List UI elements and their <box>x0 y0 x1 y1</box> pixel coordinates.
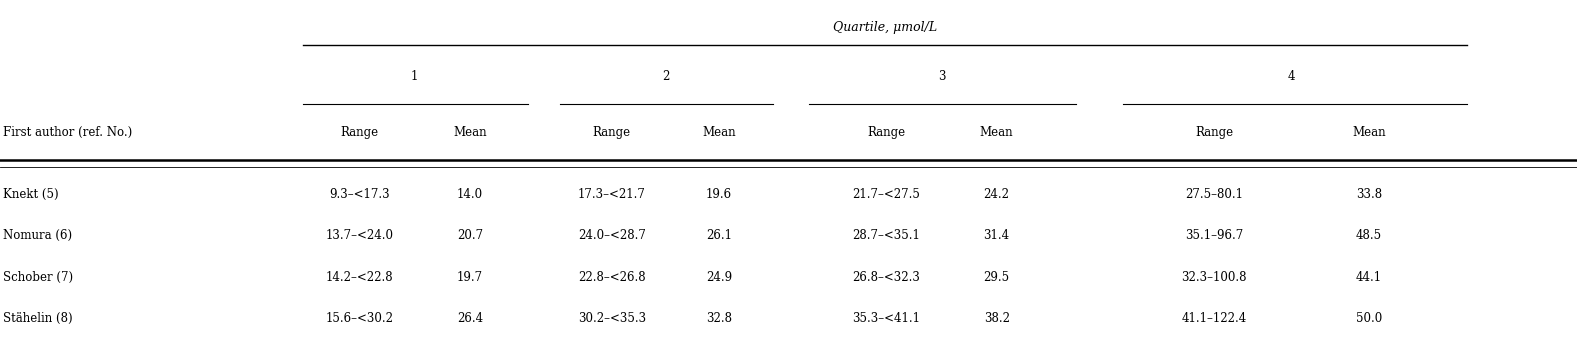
Text: Mean: Mean <box>1351 126 1386 139</box>
Text: 21.7–<27.5: 21.7–<27.5 <box>852 188 921 201</box>
Text: 4: 4 <box>1288 70 1295 83</box>
Text: 28.7–<35.1: 28.7–<35.1 <box>852 229 921 243</box>
Text: Schober (7): Schober (7) <box>3 270 73 284</box>
Text: Mean: Mean <box>453 126 487 139</box>
Text: Mean: Mean <box>979 126 1014 139</box>
Text: 20.7: 20.7 <box>457 229 483 243</box>
Text: Mean: Mean <box>702 126 736 139</box>
Text: Range: Range <box>1195 126 1233 139</box>
Text: 17.3–<21.7: 17.3–<21.7 <box>577 188 647 201</box>
Text: 35.1–96.7: 35.1–96.7 <box>1186 229 1243 243</box>
Text: 33.8: 33.8 <box>1356 188 1381 201</box>
Text: 9.3–<17.3: 9.3–<17.3 <box>330 188 390 201</box>
Text: 32.3–100.8: 32.3–100.8 <box>1181 270 1247 284</box>
Text: Nomura (6): Nomura (6) <box>3 229 73 243</box>
Text: 32.8: 32.8 <box>706 311 732 325</box>
Text: Knekt (5): Knekt (5) <box>3 188 58 201</box>
Text: Range: Range <box>593 126 631 139</box>
Text: 35.3–<41.1: 35.3–<41.1 <box>852 311 921 325</box>
Text: 27.5–80.1: 27.5–80.1 <box>1186 188 1243 201</box>
Text: 48.5: 48.5 <box>1356 229 1381 243</box>
Text: 3: 3 <box>938 70 945 83</box>
Text: 31.4: 31.4 <box>984 229 1009 243</box>
Text: 14.2–<22.8: 14.2–<22.8 <box>326 270 393 284</box>
Text: 19.7: 19.7 <box>457 270 483 284</box>
Text: 38.2: 38.2 <box>984 311 1009 325</box>
Text: 44.1: 44.1 <box>1356 270 1381 284</box>
Text: 1: 1 <box>412 70 418 83</box>
Text: 15.6–<30.2: 15.6–<30.2 <box>325 311 394 325</box>
Text: First author (ref. No.): First author (ref. No.) <box>3 126 132 139</box>
Text: 13.7–<24.0: 13.7–<24.0 <box>325 229 394 243</box>
Text: 29.5: 29.5 <box>984 270 1009 284</box>
Text: Range: Range <box>867 126 905 139</box>
Text: 14.0: 14.0 <box>457 188 483 201</box>
Text: 30.2–<35.3: 30.2–<35.3 <box>577 311 647 325</box>
Text: 22.8–<26.8: 22.8–<26.8 <box>579 270 645 284</box>
Text: 2: 2 <box>662 70 669 83</box>
Text: 50.0: 50.0 <box>1356 311 1381 325</box>
Text: 24.2: 24.2 <box>984 188 1009 201</box>
Text: Range: Range <box>341 126 378 139</box>
Text: 24.9: 24.9 <box>706 270 732 284</box>
Text: 26.4: 26.4 <box>457 311 483 325</box>
Text: 19.6: 19.6 <box>706 188 732 201</box>
Text: 41.1–122.4: 41.1–122.4 <box>1181 311 1247 325</box>
Text: 24.0–<28.7: 24.0–<28.7 <box>577 229 647 243</box>
Text: Stähelin (8): Stähelin (8) <box>3 311 73 325</box>
Text: 26.8–<32.3: 26.8–<32.3 <box>852 270 921 284</box>
Text: Quartile, μmol/L: Quartile, μmol/L <box>833 21 937 34</box>
Text: 26.1: 26.1 <box>706 229 732 243</box>
